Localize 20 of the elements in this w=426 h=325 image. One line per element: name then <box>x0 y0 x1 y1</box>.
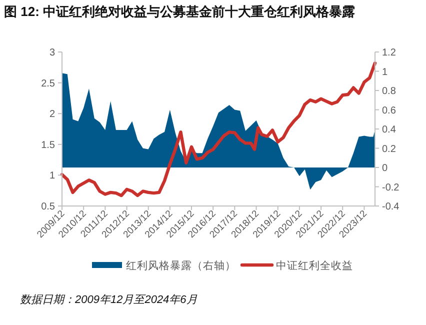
legend-label: 红利风格暴露（右轴） <box>126 259 236 272</box>
line-series <box>60 61 377 198</box>
text: 数据日期：2009年12月至2024年6月 <box>20 294 198 306</box>
y2-tick-label: 0 <box>382 163 388 174</box>
y2-tick-label: 0.6 <box>382 105 396 116</box>
legend-label: 中证红利全收益 <box>276 259 353 272</box>
y2-tick-label: 1 <box>382 66 388 78</box>
y2-tick-label: 0.2 <box>382 144 396 155</box>
y-tick-label: 2 <box>49 109 56 120</box>
y-tick-label: 1.5 <box>41 140 56 151</box>
y-tick-label: 3 <box>49 48 56 58</box>
y-tick-label: 0.5 <box>41 202 56 212</box>
y2-tick-label: -0.2 <box>382 182 400 194</box>
y-tick-label: 2.5 <box>41 78 56 90</box>
chart-title: 图 12: 中证红利绝对收益与公募基金前十大重仓红利风格暴露 <box>4 4 356 19</box>
y2-tick-label: 0.8 <box>382 86 396 97</box>
y-tick-label: 1 <box>49 170 56 182</box>
y2-tick-label: -0.4 <box>382 202 400 212</box>
y2-tick-label: 1.2 <box>382 48 396 58</box>
y2-tick-label: 0.4 <box>382 124 396 136</box>
